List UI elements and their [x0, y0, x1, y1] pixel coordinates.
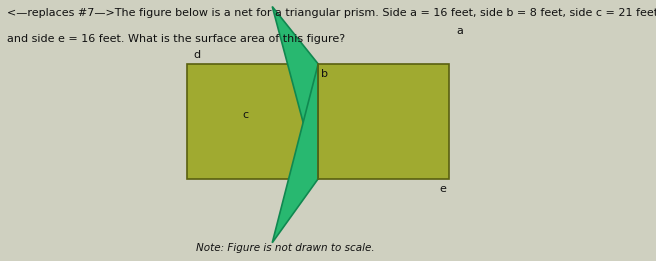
- Text: d: d: [194, 50, 201, 60]
- Text: <—replaces #7—>The figure below is a net for a triangular prism. Side a = 16 fee: <—replaces #7—>The figure below is a net…: [7, 8, 656, 18]
- Text: c: c: [243, 110, 249, 120]
- Text: a: a: [456, 26, 462, 36]
- Text: and side e = 16 feet. What is the surface area of this figure?: and side e = 16 feet. What is the surfac…: [7, 34, 344, 44]
- Polygon shape: [272, 64, 318, 243]
- Polygon shape: [272, 7, 318, 179]
- Text: e: e: [440, 184, 446, 194]
- Text: Note: Figure is not drawn to scale.: Note: Figure is not drawn to scale.: [196, 243, 375, 253]
- Text: b: b: [321, 69, 329, 79]
- Polygon shape: [187, 64, 318, 179]
- Polygon shape: [318, 64, 449, 179]
